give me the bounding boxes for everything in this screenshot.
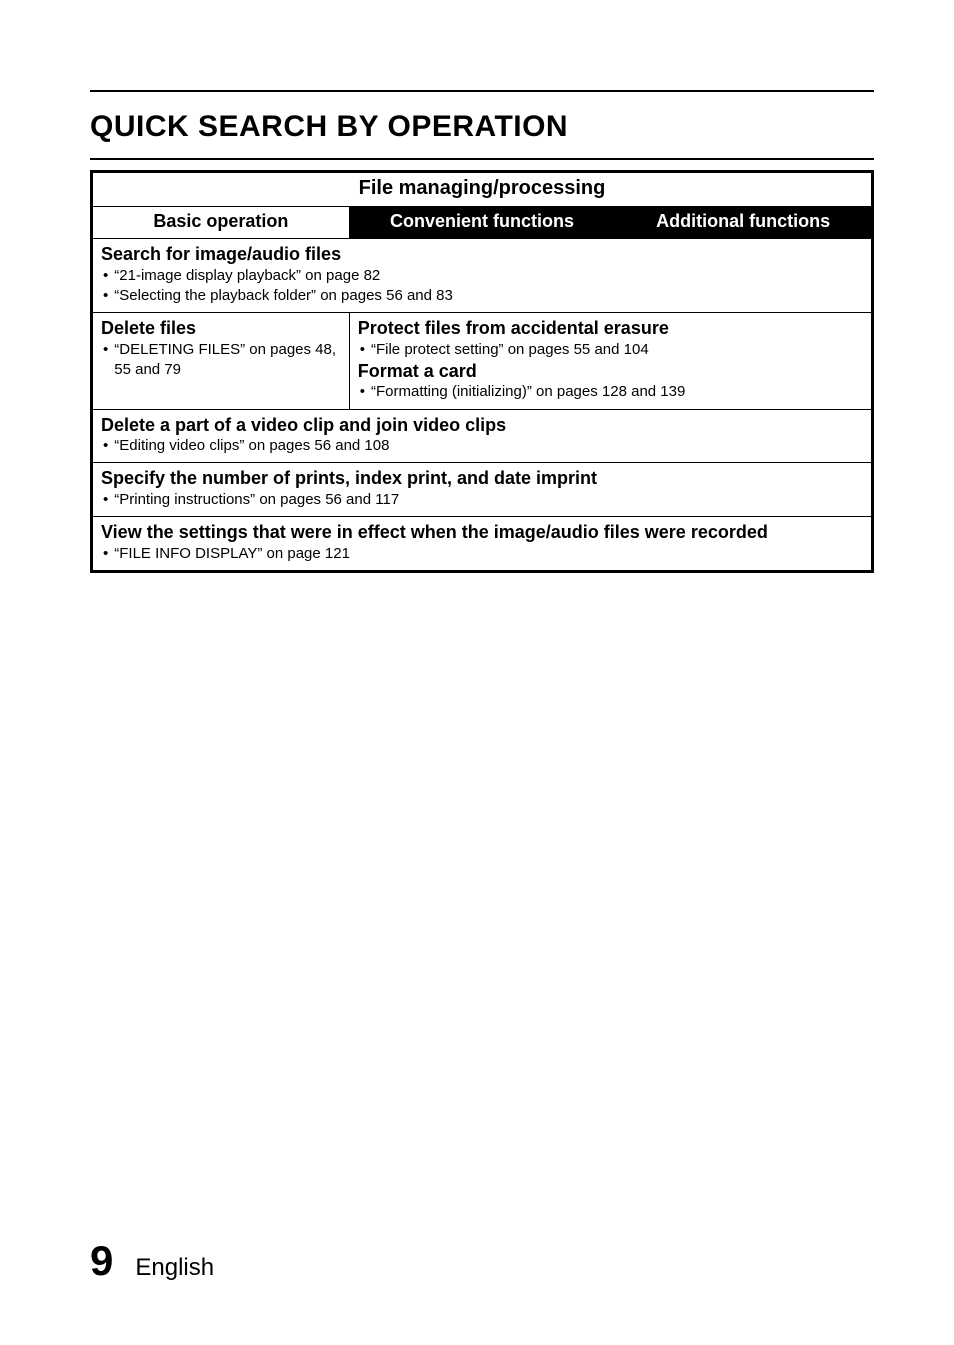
- row-info: View the settings that were in effect wh…: [92, 517, 873, 572]
- info-bullet-1: • “FILE INFO DISPLAY” on page 121: [101, 544, 863, 564]
- section-header: File managing/processing: [92, 172, 873, 207]
- print-bullet-1: • “Printing instructions” on pages 56 an…: [101, 490, 863, 510]
- delete-bullet-1-text: “DELETING FILES” on pages 48, 55 and 79: [114, 340, 340, 381]
- col-convenient: Convenient functions: [349, 207, 615, 239]
- col-additional: Additional functions: [615, 207, 873, 239]
- page-title: QUICK SEARCH BY OPERATION: [90, 110, 874, 144]
- protect-bullet-1: • “File protect setting” on pages 55 and…: [358, 340, 863, 360]
- column-header-row: Basic operation Convenient functions Add…: [92, 207, 873, 239]
- top-rule: [90, 90, 874, 92]
- search-bullet-2: • “Selecting the playback folder” on pag…: [101, 286, 863, 306]
- bullet-icon: •: [103, 286, 108, 306]
- info-bullet-1-text: “FILE INFO DISPLAY” on page 121: [114, 544, 350, 564]
- search-bullet-2-text: “Selecting the playback folder” on pages…: [114, 286, 453, 306]
- bullet-icon: •: [103, 340, 108, 360]
- content-table: File managing/processing Basic operation…: [90, 170, 874, 573]
- protect-heading: Protect files from accidental erasure: [358, 317, 863, 340]
- delete-heading: Delete files: [101, 317, 341, 340]
- print-heading: Specify the number of prints, index prin…: [101, 467, 863, 490]
- bullet-icon: •: [103, 436, 108, 456]
- cell-edit: Delete a part of a video clip and join v…: [92, 409, 873, 463]
- page-footer: 9 English: [90, 1237, 214, 1285]
- bullet-icon: •: [360, 382, 365, 402]
- edit-bullet-1-text: “Editing video clips” on pages 56 and 10…: [114, 436, 389, 456]
- row-print: Specify the number of prints, index prin…: [92, 463, 873, 517]
- section-header-row: File managing/processing: [92, 172, 873, 207]
- cell-delete: Delete files • “DELETING FILES” on pages…: [92, 313, 350, 410]
- search-bullet-1-text: “21-image display playback” on page 82: [114, 266, 380, 286]
- row-delete-protect: Delete files • “DELETING FILES” on pages…: [92, 313, 873, 410]
- info-heading: View the settings that were in effect wh…: [101, 521, 863, 544]
- cell-protect-format: Protect files from accidental erasure • …: [349, 313, 872, 410]
- search-bullet-1: • “21-image display playback” on page 82: [101, 266, 863, 286]
- format-heading: Format a card: [358, 360, 863, 383]
- edit-heading: Delete a part of a video clip and join v…: [101, 414, 863, 437]
- print-bullet-1-text: “Printing instructions” on pages 56 and …: [114, 490, 399, 510]
- title-underline: [90, 158, 874, 160]
- bullet-icon: •: [103, 266, 108, 286]
- format-bullet-1-text: “Formatting (initializing)” on pages 128…: [371, 382, 685, 402]
- cell-info: View the settings that were in effect wh…: [92, 517, 873, 572]
- bullet-icon: •: [360, 340, 365, 360]
- bullet-icon: •: [103, 544, 108, 564]
- cell-print: Specify the number of prints, index prin…: [92, 463, 873, 517]
- search-heading: Search for image/audio files: [101, 243, 863, 266]
- bullet-icon: •: [103, 490, 108, 510]
- format-bullet-1: • “Formatting (initializing)” on pages 1…: [358, 382, 863, 402]
- col-basic: Basic operation: [92, 207, 350, 239]
- delete-bullet-1: • “DELETING FILES” on pages 48, 55 and 7…: [101, 340, 341, 381]
- row-search: Search for image/audio files • “21-image…: [92, 239, 873, 313]
- edit-bullet-1: • “Editing video clips” on pages 56 and …: [101, 436, 863, 456]
- row-edit: Delete a part of a video clip and join v…: [92, 409, 873, 463]
- page-language: English: [135, 1254, 214, 1282]
- protect-bullet-1-text: “File protect setting” on pages 55 and 1…: [371, 340, 649, 360]
- page-number: 9: [90, 1237, 113, 1285]
- cell-search: Search for image/audio files • “21-image…: [92, 239, 873, 313]
